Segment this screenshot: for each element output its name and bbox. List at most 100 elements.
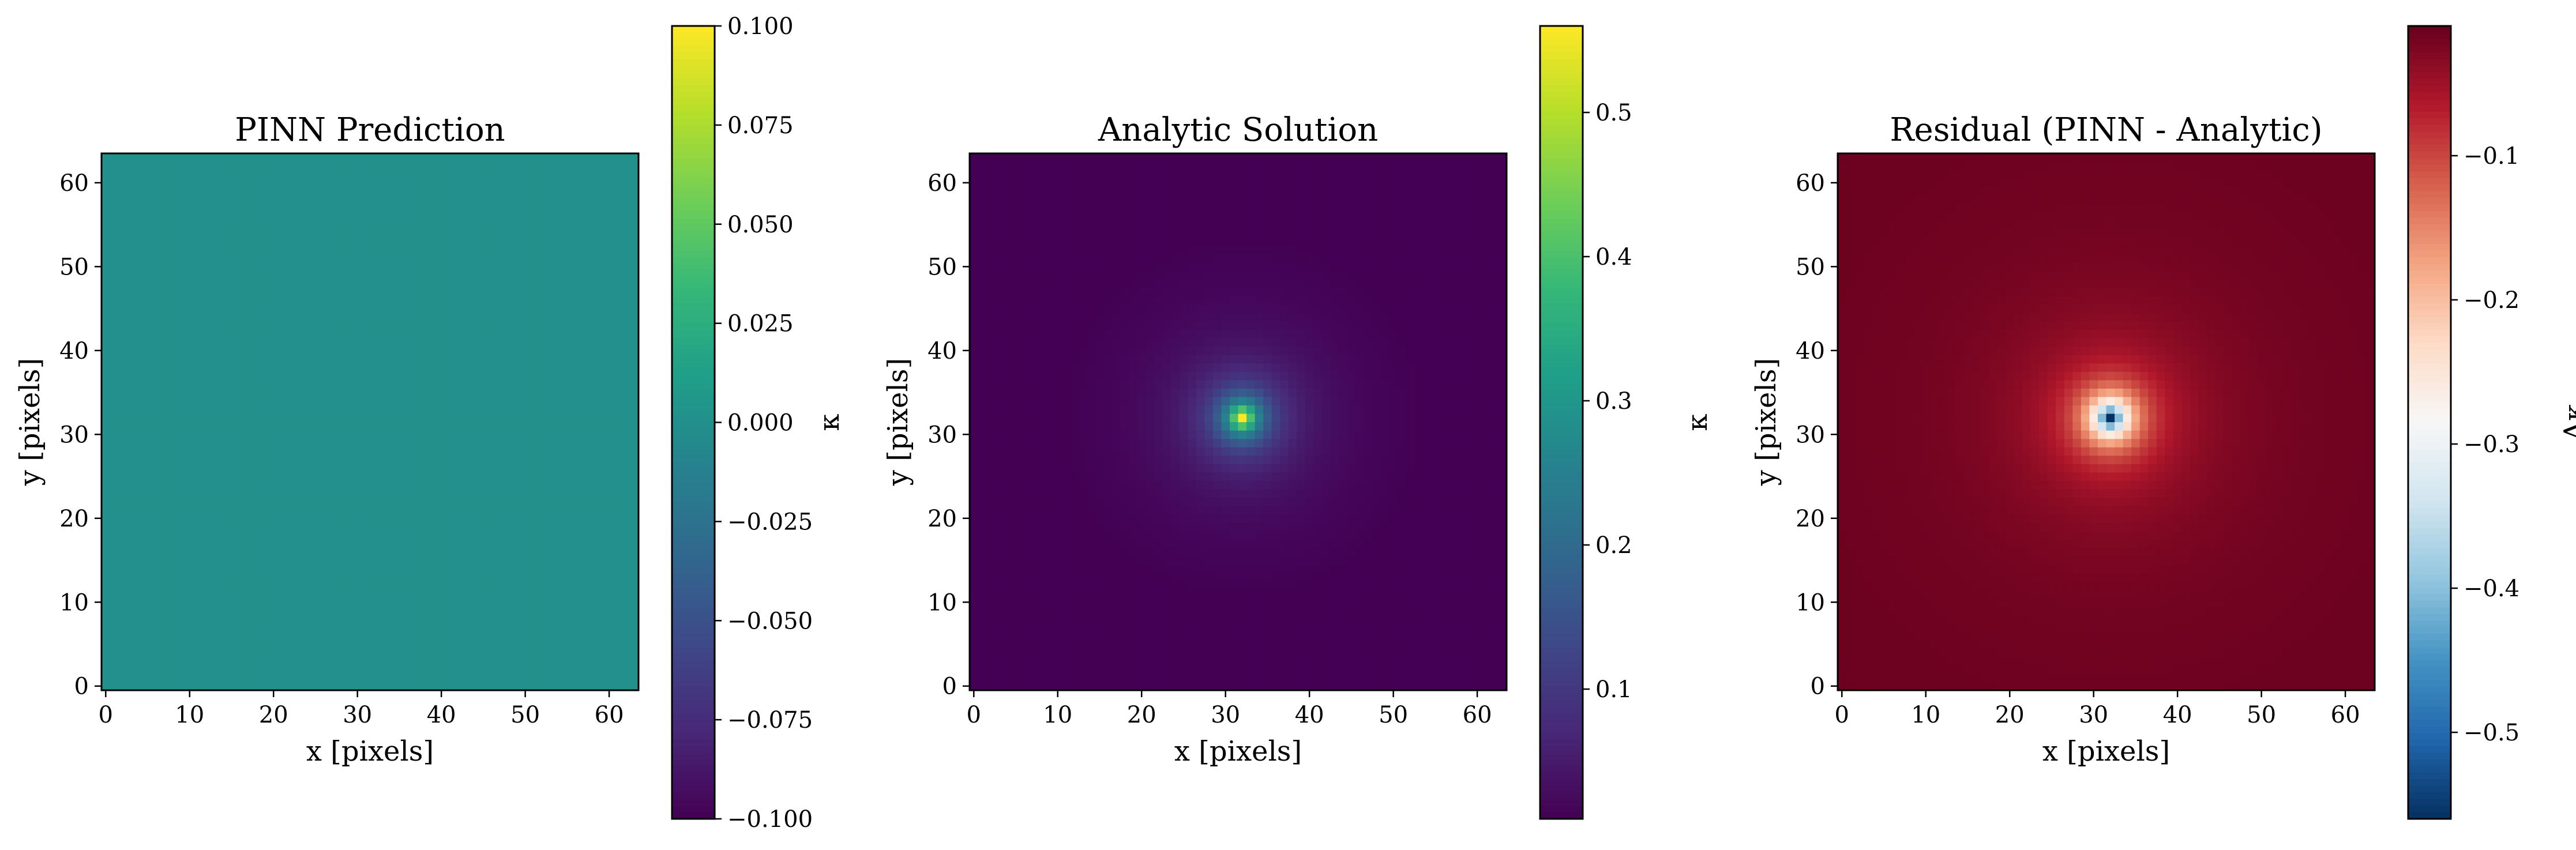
heatmap-cell: [1062, 665, 1071, 674]
heatmap-cell: [320, 321, 329, 330]
heatmap-cell: [135, 405, 144, 414]
heatmap-cell: [512, 413, 521, 423]
heatmap-cell: [395, 396, 404, 406]
heatmap-cell: [429, 321, 438, 330]
heatmap-cell: [118, 254, 127, 263]
heatmap-cell: [1103, 623, 1113, 632]
heatmap-cell: [344, 640, 354, 649]
heatmap-cell: [1465, 597, 1474, 607]
heatmap-cell: [311, 388, 320, 397]
heatmap-cell: [211, 623, 220, 632]
heatmap-cell: [563, 547, 572, 556]
heatmap-cell: [353, 472, 362, 481]
heatmap-cell: [160, 631, 169, 641]
heatmap-cell: [554, 329, 564, 339]
heatmap-cell: [202, 413, 211, 423]
heatmap-cell: [135, 597, 144, 607]
heatmap-cell: [1473, 623, 1482, 632]
heatmap-cell: [487, 615, 497, 624]
heatmap-cell: [495, 648, 505, 657]
heatmap-cell: [311, 615, 320, 624]
heatmap-cell: [303, 153, 312, 163]
heatmap-cell: [361, 246, 371, 255]
heatmap-cell: [386, 581, 396, 591]
heatmap-cell: [336, 623, 346, 632]
heatmap-cell: [1045, 631, 1054, 641]
heatmap-cell: [168, 204, 178, 213]
heatmap-cell: [580, 388, 589, 397]
heatmap-cell: [227, 153, 236, 163]
heatmap-cell: [386, 262, 396, 272]
heatmap-cell: [311, 488, 320, 498]
heatmap-cell: [378, 514, 388, 523]
heatmap-cell: [194, 514, 203, 523]
heatmap-cell: [1321, 648, 1331, 657]
heatmap-cell: [219, 296, 228, 305]
heatmap-cell: [588, 321, 597, 330]
heatmap-cell: [102, 170, 111, 179]
heatmap-cell: [1179, 648, 1188, 657]
heatmap-cell: [378, 204, 388, 213]
heatmap-cell: [471, 413, 480, 423]
heatmap-cell: [294, 539, 303, 548]
heatmap-cell: [512, 170, 521, 179]
heatmap-cell: [395, 153, 404, 163]
heatmap-cell: [211, 304, 220, 313]
heatmap-cell: [412, 480, 421, 490]
heatmap-cell: [386, 539, 396, 548]
heatmap-cell: [521, 321, 530, 330]
heatmap-cell: [126, 522, 136, 532]
heatmap-cell: [227, 556, 236, 565]
heatmap-cell: [471, 472, 480, 481]
heatmap-cell: [286, 547, 295, 556]
heatmap-cell: [429, 170, 438, 179]
heatmap-cell: [588, 254, 597, 263]
heatmap-cell: [630, 396, 639, 406]
heatmap-cell: [504, 514, 513, 523]
heatmap-cell: [102, 564, 111, 573]
heatmap-cell: [219, 581, 228, 591]
heatmap-cell: [630, 615, 639, 624]
heatmap-cell: [1439, 631, 1448, 641]
heatmap-cell: [521, 153, 530, 163]
heatmap-cell: [261, 296, 270, 305]
heatmap-cell: [1288, 665, 1297, 674]
heatmap-cell: [219, 237, 228, 246]
heatmap-cell: [412, 455, 421, 464]
heatmap-cell: [1154, 665, 1163, 674]
heatmap-cell: [1305, 656, 1315, 665]
colorbar-band: [672, 686, 715, 694]
heatmap-cell: [303, 589, 312, 599]
heatmap-cell: [621, 296, 631, 305]
heatmap-cell: [604, 656, 614, 665]
heatmap-cell: [177, 371, 186, 381]
heatmap-cell: [512, 346, 521, 355]
heatmap-cell: [320, 246, 329, 255]
heatmap-cell: [143, 246, 152, 255]
heatmap-cell: [1380, 665, 1390, 674]
heatmap-cell: [1339, 656, 1348, 665]
heatmap-cell: [1255, 648, 1264, 657]
heatmap-cell: [554, 438, 564, 447]
heatmap-cell: [177, 237, 186, 246]
heatmap-cell: [261, 396, 270, 406]
heatmap-cell: [126, 153, 136, 163]
heatmap-cell: [504, 422, 513, 431]
heatmap-cell: [580, 170, 589, 179]
heatmap-cell: [168, 287, 178, 296]
heatmap-cell: [143, 472, 152, 481]
colorbar-band: [672, 428, 715, 437]
colorbar-band: [672, 72, 715, 80]
heatmap-cell: [546, 447, 555, 456]
heatmap-cell: [344, 313, 354, 322]
heatmap-cell: [110, 279, 119, 288]
heatmap-cell: [512, 321, 521, 330]
colorbar-band: [672, 59, 715, 66]
heatmap-cell: [227, 472, 236, 481]
heatmap-cell: [1137, 656, 1147, 665]
colorbar-band: [672, 178, 715, 185]
heatmap-cell: [613, 228, 622, 238]
heatmap-cell: [177, 438, 186, 447]
heatmap-cell: [395, 220, 404, 230]
heatmap-cell: [420, 514, 429, 523]
